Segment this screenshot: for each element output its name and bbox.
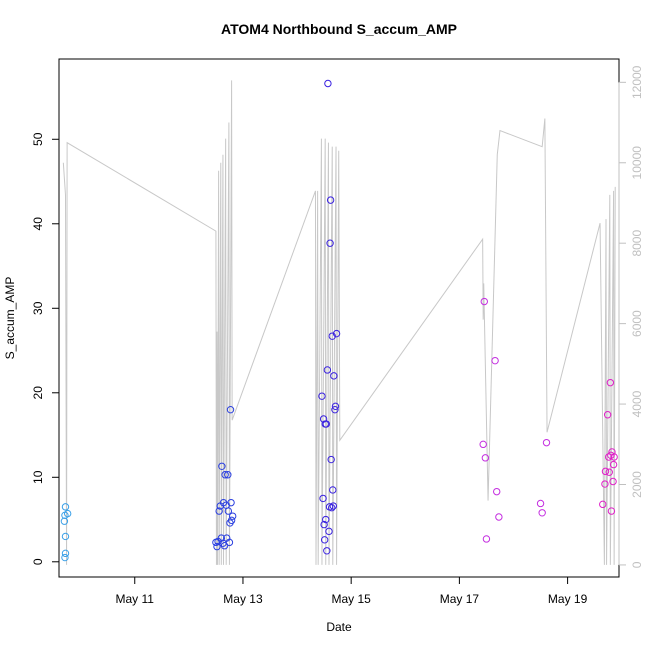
y-right-tick-label: 12000 (630, 65, 644, 99)
data-point (325, 527, 333, 536)
data-point (61, 549, 70, 558)
data-point (324, 79, 332, 88)
y-tick-label: 0 (31, 558, 45, 565)
data-point (605, 453, 613, 461)
data-point (607, 507, 616, 515)
data-point (61, 503, 70, 511)
data-point (606, 378, 615, 387)
data-point (228, 512, 237, 520)
y-right-tick-label: 2000 (630, 471, 644, 498)
x-tick-label: May 17 (440, 592, 480, 606)
data-point (493, 487, 501, 496)
data-point (538, 509, 546, 517)
data-point (61, 532, 70, 541)
data-point (608, 448, 616, 456)
data-point (320, 520, 328, 529)
data-point (605, 468, 613, 476)
data-point (610, 453, 618, 461)
x-axis: May 11 May 13 May 15 May 17 May 19 (116, 576, 588, 606)
x-tick-label: May 15 (331, 592, 371, 606)
y-tick-label: 40 (31, 217, 45, 231)
data-point (331, 402, 340, 411)
y-right-tick-label: 6000 (630, 310, 644, 337)
data-point (603, 411, 612, 419)
scatter-points (60, 79, 618, 562)
data-point (331, 405, 339, 414)
data-point (220, 542, 229, 550)
data-point (215, 507, 223, 515)
secondary-series-line (62, 80, 616, 565)
data-point (491, 356, 499, 365)
data-point (479, 440, 487, 449)
data-point (332, 329, 341, 338)
data-point (328, 504, 336, 512)
data-point (495, 513, 503, 521)
data-point (63, 509, 72, 518)
x-tick-label: May 11 (116, 592, 155, 606)
data-point (227, 516, 236, 525)
data-point (481, 454, 490, 462)
data-point (224, 507, 233, 515)
y-right-tick-label: 10000 (630, 146, 644, 180)
y-tick-label: 50 (31, 132, 45, 146)
data-point (61, 553, 69, 562)
y-axis-label: S_accum_AMP (3, 277, 17, 360)
data-point (601, 480, 609, 488)
x-axis-label: Date (326, 620, 352, 634)
data-point (318, 392, 326, 400)
data-point (323, 366, 332, 374)
data-point (536, 499, 545, 508)
data-point (329, 502, 338, 510)
data-point (319, 494, 327, 503)
y-right-tick-label: 8000 (630, 230, 644, 257)
data-point (599, 500, 607, 509)
data-point (480, 297, 488, 306)
data-point (213, 542, 221, 551)
data-point (322, 420, 330, 428)
data-point (224, 471, 232, 479)
data-point (217, 534, 226, 542)
data-point (322, 515, 330, 524)
y-tick-label: 20 (31, 386, 45, 400)
data-point (326, 196, 335, 204)
data-point (482, 535, 491, 543)
x-tick-label: May 19 (548, 592, 588, 606)
data-point (218, 462, 226, 470)
data-point (327, 455, 335, 464)
y-tick-label: 30 (31, 301, 45, 315)
data-point (225, 538, 234, 547)
x-tick-label: May 13 (223, 592, 263, 606)
data-point (328, 332, 336, 340)
data-point (329, 486, 337, 494)
secondary-line-series (62, 80, 616, 565)
y-right-tick-label: 4000 (630, 390, 644, 417)
data-point (609, 460, 618, 469)
y-right-tick-label: 0 (630, 561, 644, 568)
data-point (326, 239, 334, 247)
data-point (542, 438, 551, 447)
y-tick-label: 10 (31, 470, 45, 484)
data-point (227, 498, 235, 507)
data-point (330, 372, 338, 380)
y-axis-left: 0 10 20 30 40 50 (31, 132, 60, 565)
data-point (226, 405, 235, 414)
data-point (60, 517, 69, 525)
data-point (320, 536, 329, 544)
y-axis-right: 0 2000 4000 6000 8000 10000 12000 (618, 65, 644, 568)
data-point (221, 471, 229, 479)
data-point (601, 467, 610, 476)
data-point (323, 547, 331, 555)
chart-title: ATOM4 Northbound S_accum_AMP (221, 21, 457, 37)
data-point (609, 477, 617, 486)
